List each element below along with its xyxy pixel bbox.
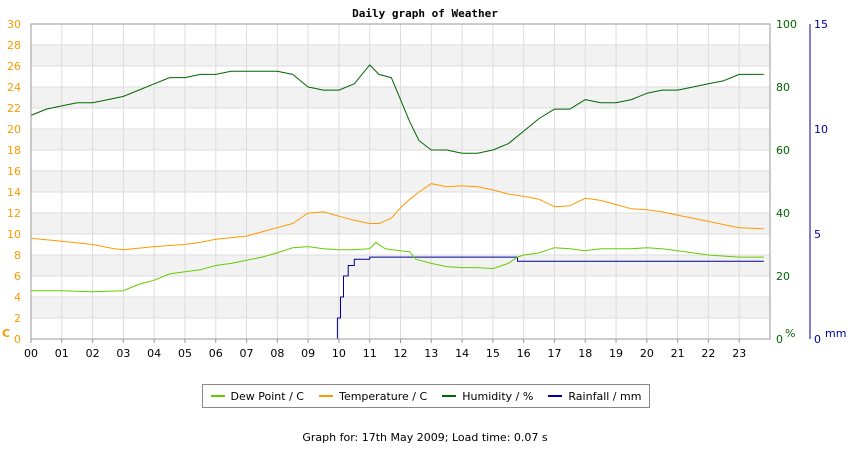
x-tick-label: 18 <box>578 347 592 360</box>
series-layer <box>30 64 764 340</box>
y-right-rainfall-tick-label: 0 <box>814 333 821 346</box>
x-tick-label: 17 <box>547 347 561 360</box>
y-left-tick-label: 28 <box>7 39 21 52</box>
series-line-rainfall <box>31 256 764 340</box>
y-right-rainfall-tick-label: 10 <box>814 123 828 136</box>
x-tick-label: 20 <box>640 347 654 360</box>
y-left-unit-label: C <box>2 327 10 340</box>
legend-swatch-dew-point <box>210 395 225 397</box>
x-tick-label: 21 <box>671 347 685 360</box>
series-line-humidity <box>30 64 764 154</box>
x-tick-label: 19 <box>609 347 623 360</box>
legend-swatch-temperature <box>319 395 334 397</box>
legend-swatch-humidity <box>442 395 457 397</box>
legend-item-humidity: Humidity / % <box>442 390 533 403</box>
y-left-tick-label: 2 <box>14 312 21 325</box>
y-left-tick-label: 14 <box>7 186 21 199</box>
y-right-humidity-tick-label: 80 <box>776 81 790 94</box>
footer-text: Graph for: 17th May 2009; Load time: 0.0… <box>302 431 548 444</box>
y-right-humidity-tick-label: 0 <box>776 333 783 346</box>
series-line-dew <box>31 241 764 293</box>
y-left-tick-label: 10 <box>7 228 21 241</box>
x-tick-label: 06 <box>209 347 223 360</box>
y-right-humidity-tick-label: 20 <box>776 270 790 283</box>
y-right-rainfall-tick-label: 15 <box>814 18 828 31</box>
x-tick-label: 05 <box>178 347 192 360</box>
chart-title: Daily graph of Weather <box>352 7 498 20</box>
x-tick-label: 10 <box>332 347 346 360</box>
y-right-humidity-tick-label: 60 <box>776 144 790 157</box>
legend-label-rainfall: Rainfall / mm <box>568 389 642 403</box>
x-tick-label: 12 <box>394 347 408 360</box>
y-left-tick-label: 30 <box>7 18 21 31</box>
legend: Dew Point / C Temperature / C Humidity /… <box>202 384 650 408</box>
legend-item-rainfall: Rainfall / mm <box>548 390 641 403</box>
y-left-tick-label: 22 <box>7 102 21 115</box>
x-tick-label: 08 <box>270 347 284 360</box>
x-tick-label: 09 <box>301 347 315 360</box>
x-tick-label: 04 <box>147 347 161 360</box>
x-tick-label: 13 <box>424 347 438 360</box>
y-left-tick-label: 6 <box>14 270 21 283</box>
x-tick-label: 00 <box>24 347 38 360</box>
x-tick-label: 14 <box>455 347 469 360</box>
y-left-tick-label: 16 <box>7 165 21 178</box>
x-tick-label: 03 <box>116 347 130 360</box>
legend-swatch-rainfall <box>548 395 563 397</box>
y-left-tick-label: 26 <box>7 60 21 73</box>
x-tick-label: 16 <box>517 347 531 360</box>
y-left-tick-label: 18 <box>7 144 21 157</box>
y-left-tick-label: 24 <box>7 81 21 94</box>
y-left-tick-label: 12 <box>7 207 21 220</box>
x-tick-label: 15 <box>486 347 500 360</box>
y-right-humidity-tick-label: 100 <box>776 18 797 31</box>
y-right-humidity-unit-label: % <box>785 327 795 340</box>
y-right-humidity-tick-label: 40 <box>776 207 790 220</box>
legend-label-dew-point: Dew Point / C <box>230 389 304 403</box>
legend-label-humidity: Humidity / % <box>462 389 534 403</box>
y-left-tick-label: 20 <box>7 123 21 136</box>
x-tick-label: 22 <box>701 347 715 360</box>
legend-item-dew-point: Dew Point / C <box>210 389 304 403</box>
series-line-temperature <box>30 183 764 251</box>
legend-label-temperature: Temperature / C <box>339 389 428 403</box>
x-tick-label: 01 <box>55 347 69 360</box>
x-tick-label: 11 <box>363 347 377 360</box>
y-left-tick-label: 0 <box>14 333 21 346</box>
y-right-rainfall-tick-label: 5 <box>814 228 821 241</box>
y-left-tick-label: 4 <box>14 291 21 304</box>
x-tick-label: 02 <box>86 347 100 360</box>
y-left-tick-label: 8 <box>14 249 21 262</box>
y-right-rainfall-unit-label: mm <box>825 327 846 340</box>
x-tick-label: 07 <box>240 347 254 360</box>
x-tick-label: 23 <box>732 347 746 360</box>
legend-item-temperature: Temperature / C <box>319 390 427 403</box>
